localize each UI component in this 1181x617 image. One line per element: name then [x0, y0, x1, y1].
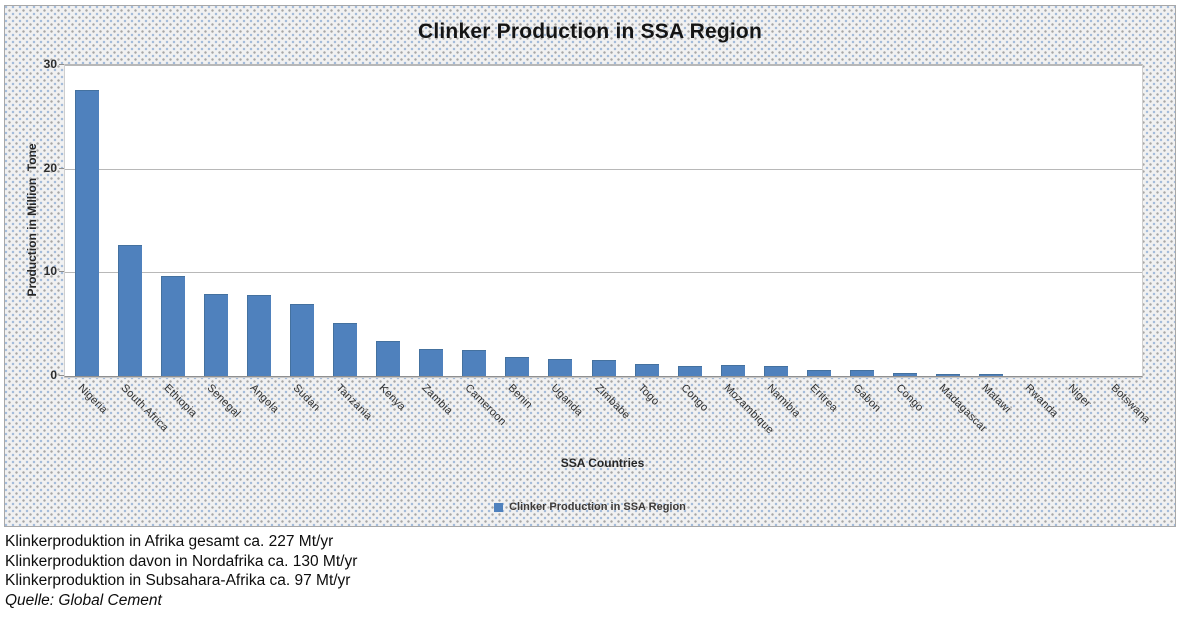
x-axis-label: Malawi	[979, 382, 1014, 416]
x-axis-label: Cameroon	[462, 382, 509, 428]
x-axis-label: Gabon	[850, 382, 884, 415]
x-axis-label: Angola	[247, 382, 282, 416]
bar-congo	[678, 366, 702, 376]
gridline	[65, 168, 1142, 170]
x-axis-label: Niger	[1065, 382, 1094, 410]
legend: Clinker Production in SSA Region	[5, 501, 1175, 513]
y-tick-label: 10	[43, 264, 57, 279]
x-axis-label: Namibia	[764, 382, 803, 421]
chart-title: Clinker Production in SSA Region	[418, 20, 762, 43]
bar-ethiopia	[161, 276, 185, 376]
y-tick-label: 30	[43, 57, 57, 71]
bar-uganda	[548, 359, 572, 376]
x-axis-label: Zimbabe	[592, 382, 633, 422]
x-axis-label: Congo	[893, 382, 926, 415]
x-axis-label: Zambia	[419, 382, 455, 418]
bar-tanzania	[333, 323, 357, 376]
bar-south-africa	[118, 245, 142, 376]
footer-line: Klinkerproduktion in Afrika gesamt ca. 2…	[5, 533, 334, 550]
footer-source: Quelle: Global Cement	[5, 591, 162, 609]
footer-line: Klinkerproduktion in Subsahara-Afrika ca…	[5, 572, 351, 589]
x-axis-label: Uganda	[548, 382, 586, 419]
footer-line: Klinkerproduktion davon in Nordafrika ca…	[5, 552, 358, 570]
bar-mozambique	[721, 365, 745, 376]
x-axis-label: Congo	[678, 382, 711, 415]
bar-congo	[893, 373, 917, 376]
y-tick	[59, 375, 64, 376]
x-axis-label: Senegal	[204, 382, 243, 421]
x-axis-label: Togo	[635, 382, 662, 408]
x-axis-label: Benin	[505, 382, 535, 412]
legend-swatch-icon	[494, 502, 504, 512]
bar-madagascar	[936, 374, 960, 376]
bar-togo	[635, 364, 659, 376]
bar-zimbabe	[592, 360, 616, 376]
bar-nigeria	[75, 90, 99, 376]
y-tick-label: 0	[50, 368, 57, 382]
chart-area: Clinker Production in SSA Region Product…	[4, 5, 1176, 527]
bar-angola	[247, 295, 271, 376]
bar-cameroon	[462, 350, 486, 376]
x-axis-title: SSA Countries	[560, 456, 645, 470]
y-tick	[59, 167, 64, 169]
bar-malawi	[979, 374, 1003, 376]
y-tick	[59, 64, 64, 65]
bar-kenya	[376, 341, 400, 376]
bar-namibia	[764, 366, 788, 376]
bar-gabon	[850, 370, 874, 376]
x-axis-label: Nigeria	[75, 382, 110, 417]
footer-notes: Klinkerproduktion in Afrika gesamt ca. 2…	[5, 532, 905, 610]
bar-zambia	[419, 349, 443, 376]
x-axis-label: Ethiopia	[161, 382, 200, 420]
x-axis-label: Eritrea	[807, 382, 840, 415]
bar-senegal	[204, 294, 228, 376]
gridline	[65, 65, 1142, 66]
y-tick-label: 20	[43, 160, 57, 175]
x-axis-label: Sudan	[290, 382, 323, 414]
x-axis-label: Kenya	[376, 382, 408, 414]
x-axis-label: Rwanda	[1022, 382, 1061, 420]
bar-sudan	[290, 304, 314, 376]
legend-label: Clinker Production in SSA Region	[509, 501, 686, 513]
x-axis-label: Botswana	[1108, 382, 1153, 426]
bar-benin	[505, 357, 529, 376]
bar-eritrea	[807, 370, 831, 376]
y-axis-title: Production in Million Tone	[25, 143, 39, 297]
x-axis-label: Tanzania	[333, 382, 375, 423]
plot-area	[64, 64, 1143, 377]
gridline	[65, 272, 1142, 274]
y-tick	[59, 271, 64, 273]
